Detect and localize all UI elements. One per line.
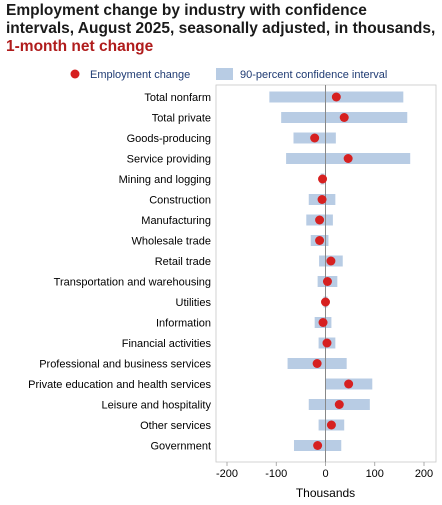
data-point xyxy=(344,379,354,389)
category-label: Total nonfarm xyxy=(144,92,211,104)
data-point xyxy=(318,174,328,184)
chart-title-main: Employment change by industry with confi… xyxy=(6,2,436,37)
category-label: Leisure and hospitality xyxy=(102,400,212,412)
category-label: Transportation and warehousing xyxy=(54,277,211,289)
legend-interval-marker xyxy=(216,68,233,80)
data-point xyxy=(318,318,328,327)
data-point xyxy=(312,359,322,368)
category-label: Information xyxy=(156,318,211,330)
data-point xyxy=(310,133,320,143)
x-tick-label: 200 xyxy=(415,468,433,480)
data-point xyxy=(321,297,330,307)
data-point xyxy=(339,113,349,122)
category-label: Utilities xyxy=(176,297,212,309)
category-label: Construction xyxy=(149,195,211,207)
legend: Employment change 90-percent confidence … xyxy=(70,68,387,81)
chart-title: Employment change by industry with confi… xyxy=(6,2,436,56)
category-label: Professional and business services xyxy=(39,359,211,371)
legend-point-label: Employment change xyxy=(90,69,190,81)
category-label: Other services xyxy=(140,420,211,432)
data-point xyxy=(331,92,341,102)
data-point xyxy=(315,236,325,245)
data-point xyxy=(317,195,327,204)
category-label: Mining and logging xyxy=(119,174,211,186)
data-point xyxy=(334,400,344,409)
x-tick-label: 100 xyxy=(366,468,384,480)
legend-point-marker xyxy=(70,69,80,79)
category-label: Wholesale trade xyxy=(132,236,212,248)
chart-title-accent: 1-month net change xyxy=(6,38,154,55)
data-point xyxy=(313,441,323,450)
x-tick-label: 0 xyxy=(322,468,328,480)
category-label: Retail trade xyxy=(155,256,211,268)
x-axis-label: Thousands xyxy=(296,486,355,500)
category-label: Private education and health services xyxy=(28,379,211,391)
data-point xyxy=(326,420,336,430)
category-label: Total private xyxy=(152,113,211,125)
data-point xyxy=(322,277,332,286)
legend-interval-label: 90-percent confidence interval xyxy=(240,69,387,81)
data-point xyxy=(343,154,353,163)
category-label: Government xyxy=(150,441,211,453)
category-label: Financial activities xyxy=(122,338,212,350)
category-label: Manufacturing xyxy=(141,215,211,227)
data-point xyxy=(322,338,332,348)
category-label: Goods-producing xyxy=(127,133,211,145)
category-label: Service providing xyxy=(127,154,211,166)
data-point xyxy=(315,215,325,225)
x-tick-label: -200 xyxy=(216,468,238,480)
x-tick-label: -100 xyxy=(265,468,287,480)
data-point xyxy=(326,256,336,266)
plot-area: -200 -100 0 100 200 Total nonfarm Total privat… xyxy=(28,85,433,480)
